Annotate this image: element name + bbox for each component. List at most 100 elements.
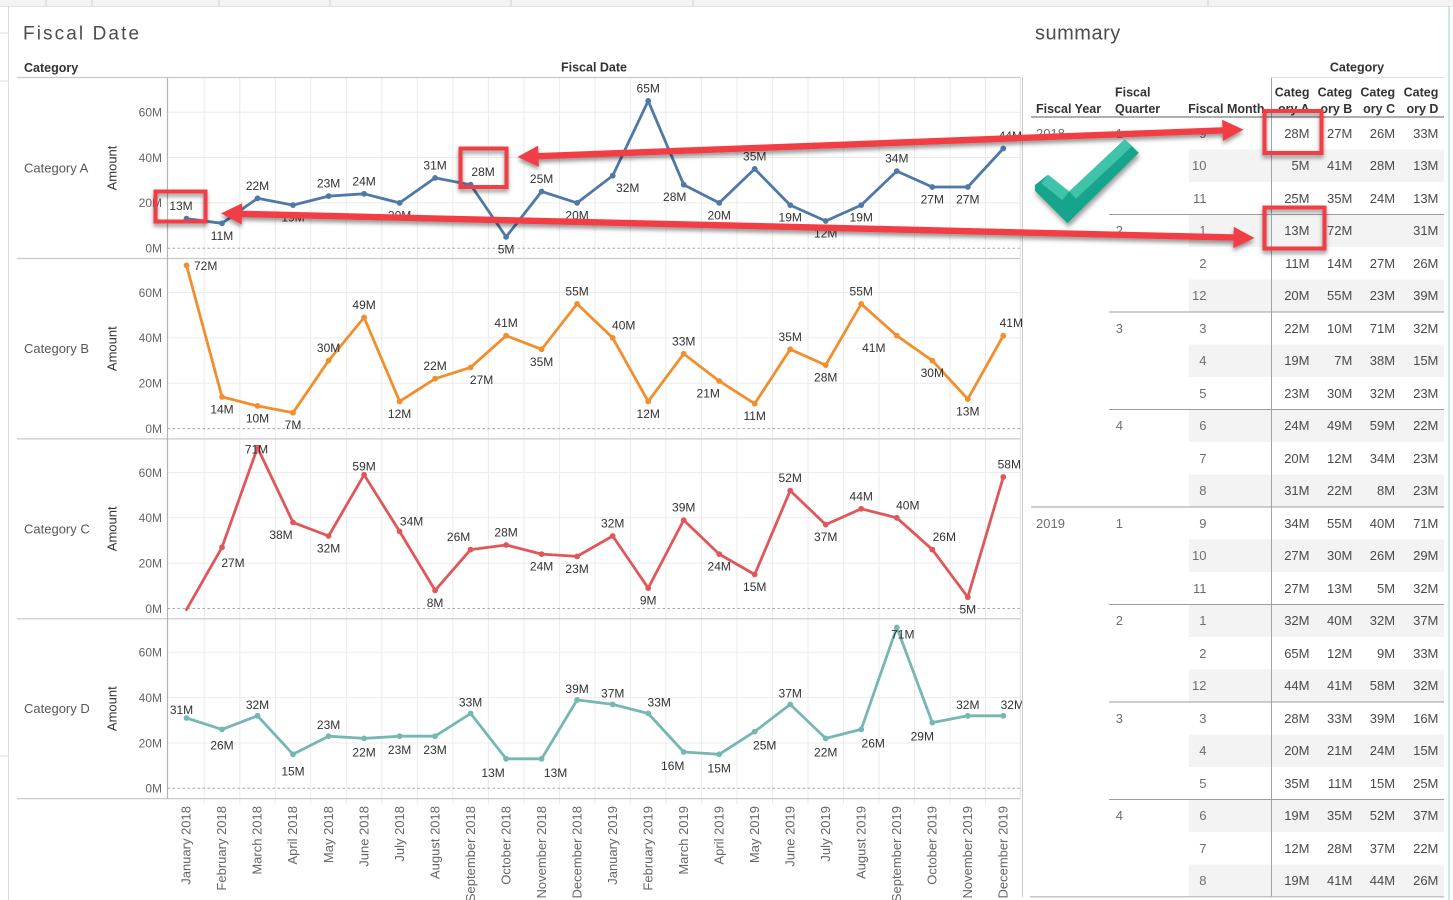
svg-text:May 2019: May 2019: [747, 806, 762, 863]
svg-text:March 2019: March 2019: [676, 806, 691, 875]
svg-text:13M: 13M: [481, 766, 504, 780]
svg-text:0M: 0M: [145, 242, 162, 256]
svg-text:39M: 39M: [565, 682, 588, 696]
svg-text:33M: 33M: [648, 696, 671, 710]
svg-text:August 2019: August 2019: [853, 806, 868, 879]
svg-text:33M: 33M: [1413, 646, 1438, 661]
svg-text:28M: 28M: [1284, 711, 1309, 726]
svg-text:41M: 41M: [862, 341, 885, 355]
svg-text:41M: 41M: [494, 316, 517, 330]
svg-text:30M: 30M: [317, 341, 340, 355]
svg-text:4: 4: [1199, 743, 1206, 758]
svg-text:12M: 12M: [1284, 841, 1309, 856]
svg-text:20M: 20M: [139, 736, 162, 750]
svg-text:15M: 15M: [1370, 776, 1395, 791]
svg-text:12: 12: [1192, 678, 1206, 693]
svg-text:2: 2: [1199, 646, 1206, 661]
svg-text:23M: 23M: [1370, 288, 1395, 303]
svg-text:December 2018: December 2018: [569, 806, 584, 899]
svg-text:40M: 40M: [896, 498, 919, 512]
svg-text:September 2019: September 2019: [889, 806, 904, 900]
svg-text:27M: 27M: [470, 373, 493, 387]
svg-text:32M: 32M: [1001, 698, 1024, 712]
svg-text:22M: 22M: [1413, 841, 1438, 856]
svg-text:31M: 31M: [1284, 483, 1309, 498]
svg-text:November 2018: November 2018: [534, 806, 549, 899]
svg-text:11M: 11M: [211, 229, 233, 243]
svg-text:33M: 33M: [459, 696, 482, 710]
svg-text:10: 10: [1192, 548, 1206, 563]
svg-text:January 2018: January 2018: [179, 806, 194, 885]
svg-text:7: 7: [1199, 841, 1206, 856]
svg-text:32M: 32M: [1413, 581, 1438, 596]
svg-text:35M: 35M: [530, 355, 553, 369]
svg-text:33M: 33M: [1327, 711, 1352, 726]
svg-text:28M: 28M: [1370, 158, 1395, 173]
svg-text:24M: 24M: [708, 560, 731, 574]
svg-text:35M: 35M: [779, 330, 802, 344]
svg-text:3: 3: [1199, 321, 1206, 336]
svg-text:26M: 26M: [210, 738, 233, 752]
svg-text:Amount: Amount: [105, 686, 120, 731]
svg-text:Amount: Amount: [105, 326, 120, 371]
svg-text:9: 9: [1199, 516, 1206, 531]
svg-text:13M: 13M: [544, 766, 567, 780]
svg-text:8: 8: [1199, 873, 1206, 888]
svg-text:March 2018: March 2018: [250, 806, 265, 875]
svg-text:32M: 32M: [601, 517, 624, 531]
svg-text:52M: 52M: [1370, 808, 1395, 823]
svg-text:Category: Category: [1330, 61, 1384, 75]
svg-text:16M: 16M: [1413, 711, 1438, 726]
svg-text:60M: 60M: [139, 286, 162, 300]
svg-text:2: 2: [1199, 256, 1206, 271]
svg-text:28M: 28M: [1284, 126, 1309, 141]
svg-text:24M: 24M: [352, 174, 375, 188]
svg-text:28M: 28M: [1327, 841, 1352, 856]
svg-text:32M: 32M: [616, 181, 639, 195]
svg-text:12M: 12M: [1327, 646, 1352, 661]
svg-text:ory C: ory C: [1363, 102, 1395, 116]
svg-text:55M: 55M: [1327, 288, 1352, 303]
svg-text:40M: 40M: [139, 691, 162, 705]
svg-text:23M: 23M: [1413, 483, 1438, 498]
svg-text:Categ: Categ: [1318, 86, 1353, 100]
svg-text:60M: 60M: [139, 106, 162, 120]
svg-text:71M: 71M: [1413, 516, 1438, 531]
svg-text:5: 5: [1199, 776, 1206, 791]
svg-text:16M: 16M: [661, 759, 684, 773]
svg-text:41M: 41M: [1327, 678, 1352, 693]
svg-text:25M: 25M: [753, 739, 776, 753]
svg-text:13M: 13M: [1284, 223, 1309, 238]
svg-text:19M: 19M: [1284, 353, 1309, 368]
svg-text:58M: 58M: [1370, 678, 1395, 693]
svg-text:38M: 38M: [269, 528, 292, 542]
svg-text:71M: 71M: [245, 443, 268, 457]
svg-text:20M: 20M: [139, 377, 162, 391]
svg-text:26M: 26M: [1370, 548, 1395, 563]
svg-text:2: 2: [1116, 223, 1123, 238]
svg-text:32M: 32M: [956, 698, 979, 712]
svg-text:22M: 22M: [423, 359, 446, 373]
svg-text:41M: 41M: [1327, 158, 1352, 173]
svg-text:November 2019: November 2019: [960, 806, 975, 899]
svg-text:22M: 22M: [1327, 483, 1352, 498]
svg-text:January 2019: January 2019: [605, 806, 620, 885]
svg-text:February 2019: February 2019: [640, 806, 655, 891]
svg-text:33M: 33M: [672, 334, 695, 348]
svg-text:37M: 37M: [601, 686, 624, 700]
svg-text:24M: 24M: [1284, 418, 1309, 433]
svg-text:27M: 27M: [221, 556, 244, 570]
svg-text:34M: 34M: [400, 515, 423, 529]
svg-text:65M: 65M: [637, 81, 660, 95]
svg-text:ory B: ory B: [1320, 102, 1352, 116]
svg-text:21M: 21M: [1327, 743, 1352, 758]
svg-text:32M: 32M: [246, 698, 269, 712]
svg-text:1: 1: [1199, 223, 1206, 238]
svg-text:27M: 27M: [1327, 126, 1352, 141]
svg-text:38M: 38M: [1370, 353, 1395, 368]
svg-text:55M: 55M: [850, 284, 873, 298]
svg-text:44M: 44M: [850, 489, 873, 503]
svg-text:5M: 5M: [498, 242, 515, 256]
svg-text:26M: 26M: [862, 736, 885, 750]
svg-text:39M: 39M: [1370, 711, 1395, 726]
